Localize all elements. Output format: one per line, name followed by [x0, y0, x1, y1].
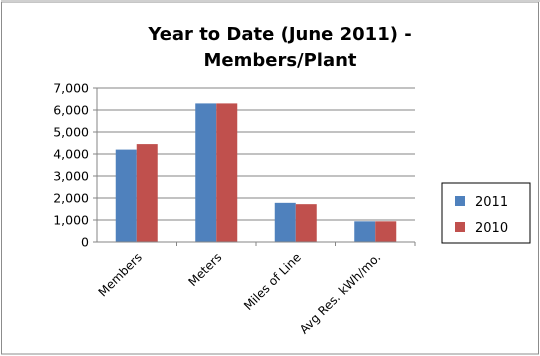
y-tick-label-3: 3,000 — [53, 169, 89, 184]
y-tick-label-7: 7,000 — [53, 81, 89, 96]
y-tick-labels: 0 1,000 2,000 3,000 4,000 5,000 6,000 7,000 — [53, 81, 89, 250]
legend: 2011 2010 — [441, 182, 531, 244]
y-tick-label-6: 6,000 — [53, 103, 89, 118]
chart-title-line-1: Year to Date (June 2011) - — [147, 24, 411, 45]
bar-2011-2 — [274, 202, 296, 242]
bar-2010-2 — [295, 204, 317, 242]
y-tick-label-0: 0 — [81, 235, 89, 250]
bar-2010-3 — [375, 221, 397, 242]
y-tick-label-2: 2,000 — [53, 191, 89, 206]
legend-label-2010: 2010 — [475, 221, 508, 236]
y-tick-label-4: 4,000 — [53, 147, 89, 162]
y-tick-label-1: 1,000 — [53, 213, 89, 228]
chart-title-line-2: Members/Plant — [203, 50, 356, 71]
bar-2010-0 — [136, 144, 158, 242]
legend-swatch-2011 — [455, 196, 465, 206]
legend-box — [441, 182, 531, 244]
legend-swatch-2010 — [455, 222, 465, 232]
bar-2011-0 — [115, 149, 137, 242]
y-tick-label-5: 5,000 — [53, 125, 89, 140]
bar-2011-3 — [354, 221, 376, 242]
bar-2011-1 — [195, 103, 217, 243]
legend-label-2011: 2011 — [475, 195, 508, 210]
bar-2010-1 — [216, 103, 238, 243]
bars — [115, 103, 397, 243]
